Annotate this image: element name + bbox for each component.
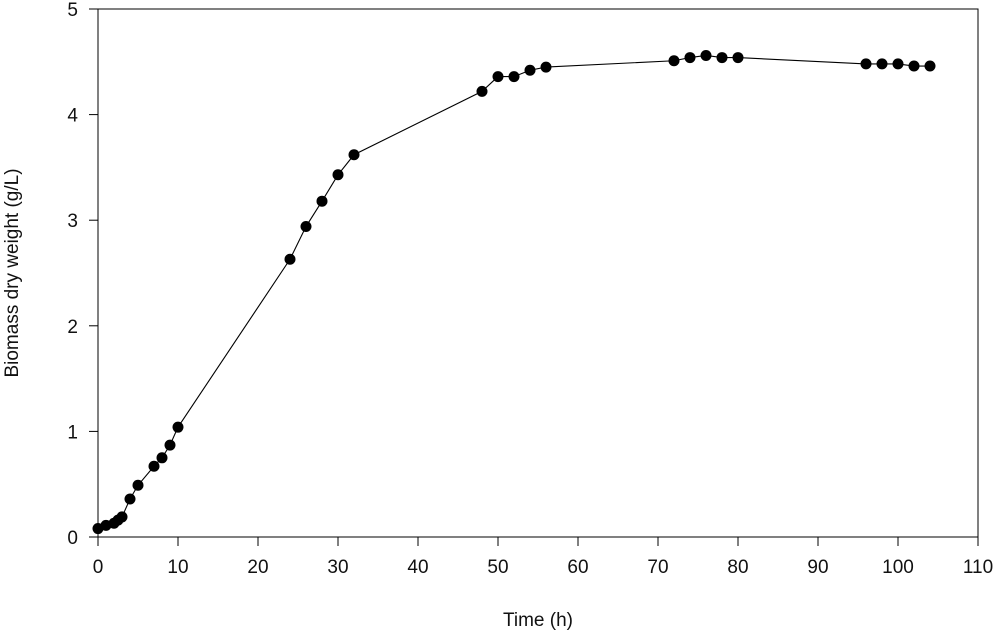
x-tick-label: 20 — [247, 557, 268, 578]
data-point — [132, 479, 144, 491]
data-point — [892, 58, 904, 70]
x-tick-label: 50 — [487, 557, 508, 578]
data-point — [172, 421, 184, 433]
y-tick-label: 3 — [67, 211, 78, 232]
data-point — [876, 58, 888, 70]
x-axis-label: Time (h) — [503, 610, 573, 631]
x-tick-label: 10 — [167, 557, 188, 578]
x-tick-label: 40 — [407, 557, 428, 578]
data-point — [860, 58, 872, 70]
data-point — [156, 452, 168, 464]
y-tick-label: 5 — [67, 0, 78, 21]
data-point — [700, 49, 712, 61]
data-point — [732, 52, 744, 64]
x-axis-ticks: 0 10 20 30 40 50 60 70 80 90 100 110 — [93, 537, 993, 578]
data-point — [668, 55, 680, 67]
x-tick-label: 70 — [647, 557, 668, 578]
data-point — [524, 64, 536, 76]
data-point — [908, 60, 920, 72]
data-point — [476, 85, 488, 97]
y-tick-label: 0 — [67, 528, 78, 549]
data-point — [300, 221, 312, 233]
x-tick-label: 60 — [567, 557, 588, 578]
plot-frame — [97, 8, 979, 538]
x-tick-label: 100 — [882, 557, 914, 578]
data-point — [716, 52, 728, 64]
x-tick-label: 90 — [807, 557, 828, 578]
data-point — [684, 52, 696, 64]
series-line-group — [97, 54, 930, 530]
data-point — [284, 253, 296, 265]
data-point — [508, 71, 520, 83]
data-point — [348, 149, 360, 161]
data-point — [124, 493, 136, 505]
y-tick-label: 1 — [67, 422, 78, 443]
data-point — [116, 511, 128, 523]
series-line — [97, 54, 930, 530]
data-point — [316, 195, 328, 207]
data-point — [332, 169, 344, 181]
y-axis-ticks: 0 1 2 3 4 5 — [67, 0, 98, 549]
y-tick-label: 4 — [67, 106, 78, 127]
data-point — [540, 61, 552, 73]
data-point — [924, 60, 936, 72]
data-point — [492, 71, 504, 83]
data-point — [164, 439, 176, 451]
y-tick-label: 2 — [67, 317, 78, 338]
x-tick-label: 110 — [963, 557, 993, 578]
series-points-group — [92, 49, 936, 535]
y-axis-label: Biomass dry weight (g/L) — [2, 168, 23, 377]
data-point — [148, 460, 160, 472]
x-tick-label: 80 — [727, 557, 748, 578]
x-tick-label: 30 — [327, 557, 348, 578]
x-tick-label: 0 — [93, 557, 104, 578]
